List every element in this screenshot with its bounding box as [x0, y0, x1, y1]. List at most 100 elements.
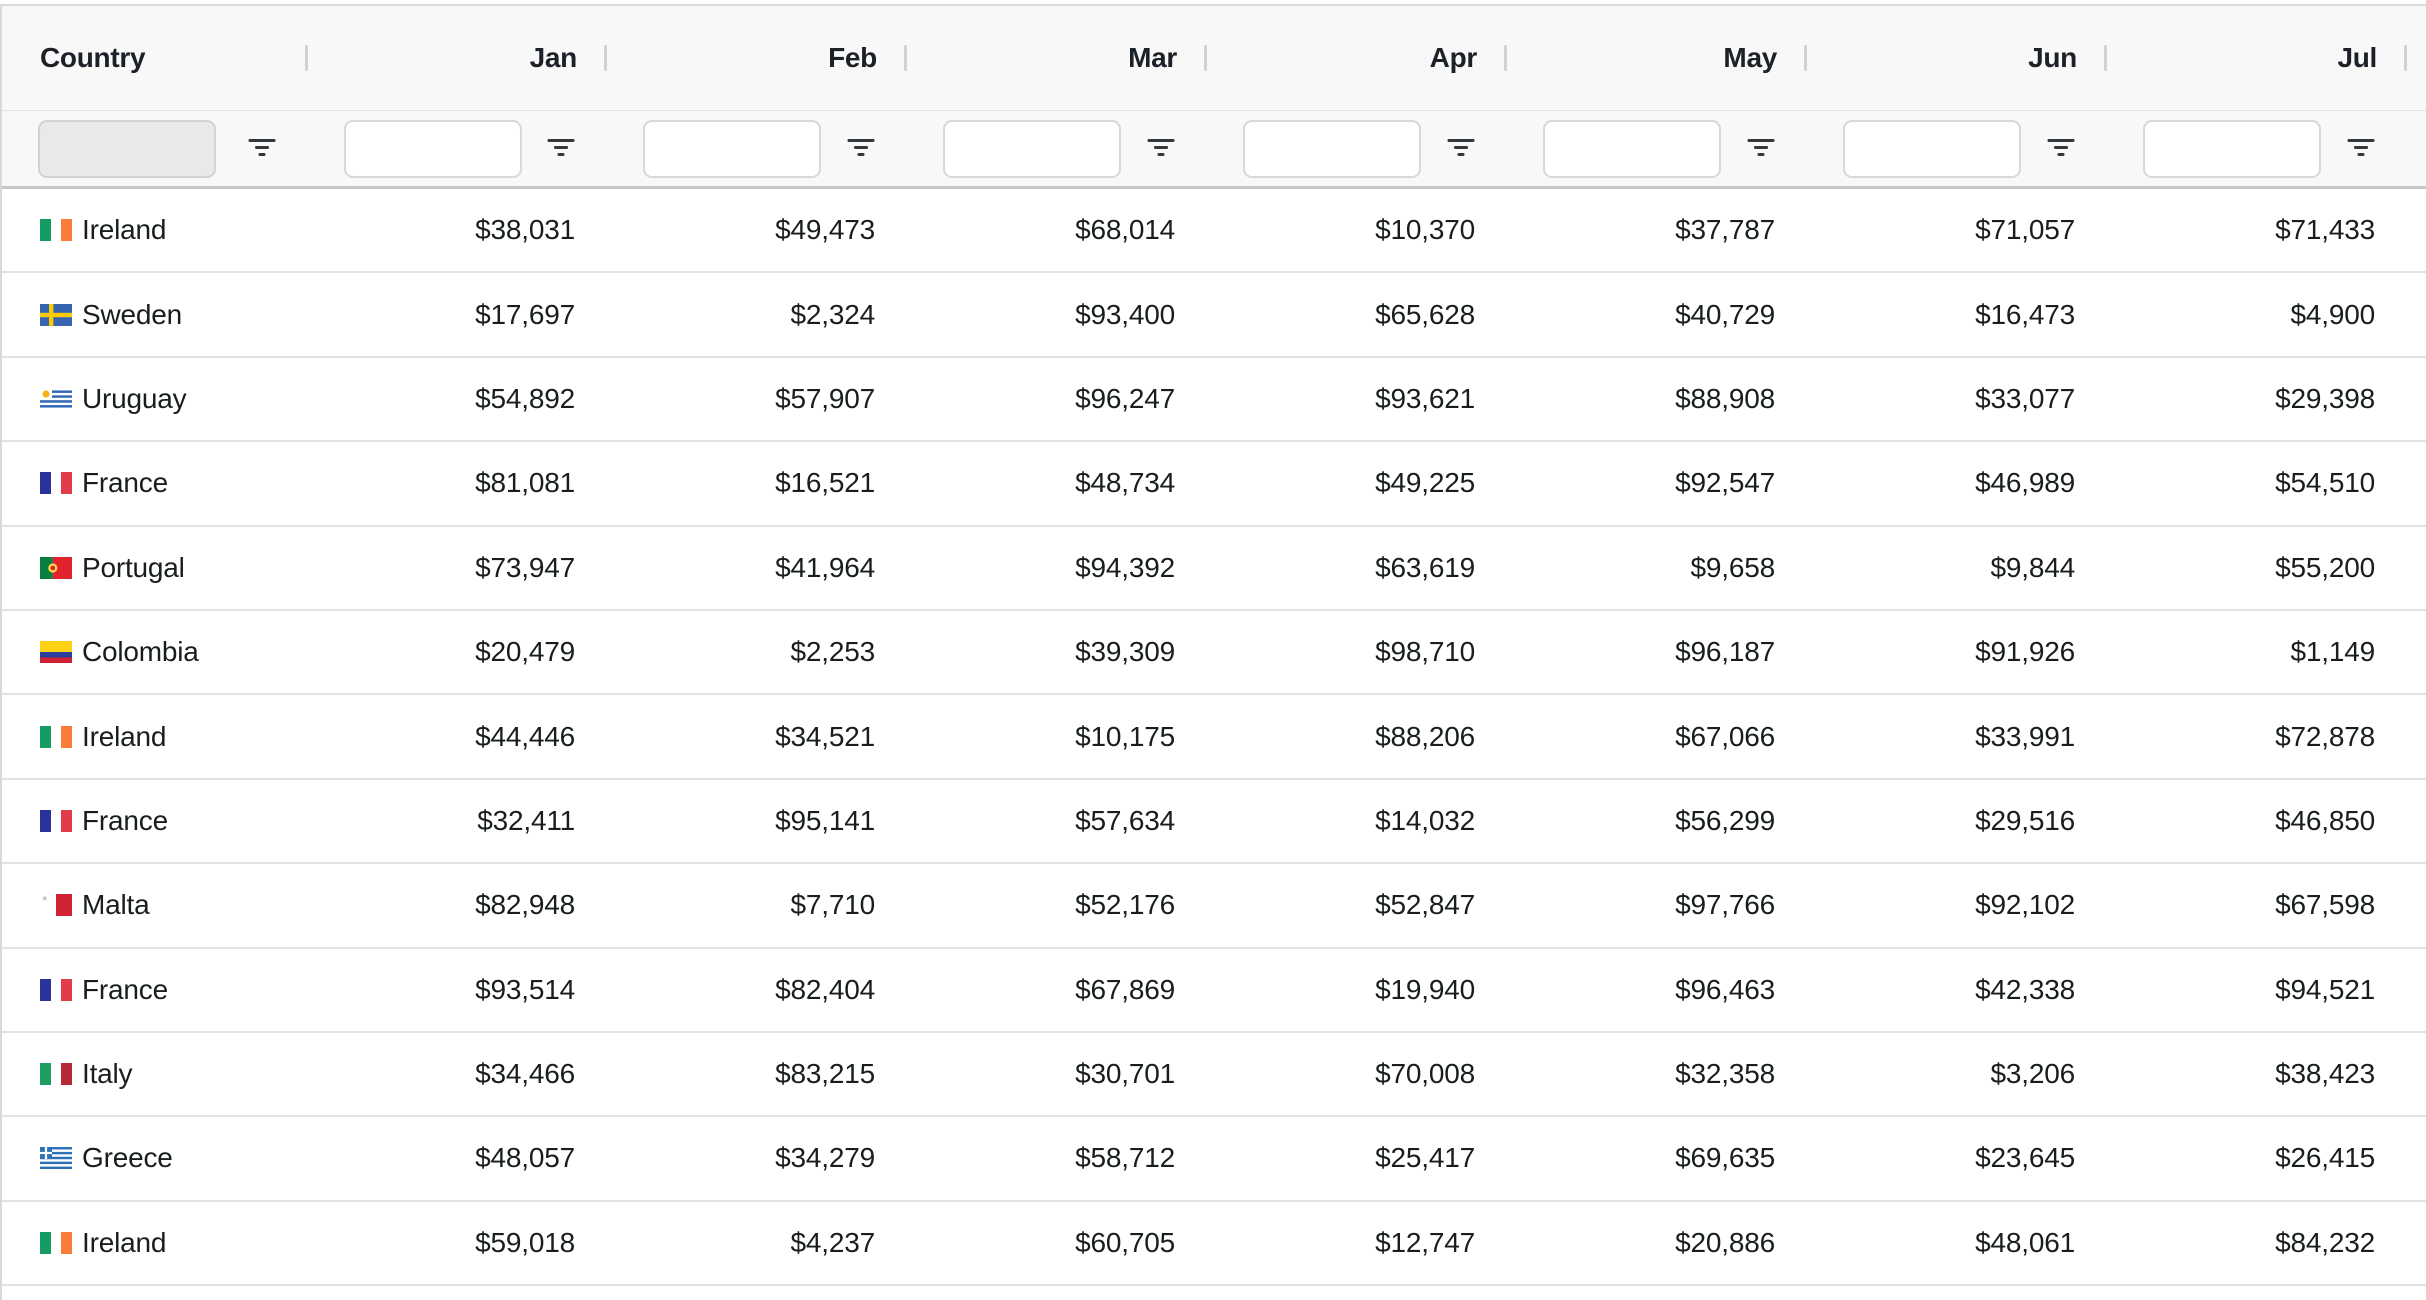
value-cell-jun[interactable]: $33,077	[1807, 358, 2107, 440]
column-resize-handle[interactable]	[1204, 45, 1207, 71]
value-cell-may[interactable]: $40,729	[1507, 273, 1807, 355]
value-cell-may[interactable]: $20,886	[1507, 1202, 1807, 1284]
value-cell-feb[interactable]: $34,279	[607, 1117, 907, 1199]
country-cell[interactable]: Malta	[2, 864, 308, 946]
value-cell-apr[interactable]: $63,619	[1207, 527, 1507, 609]
filter-input-mar[interactable]	[943, 119, 1121, 178]
value-cell-jan[interactable]: $73,947	[308, 527, 607, 609]
value-cell-jan[interactable]: $93,514	[308, 949, 607, 1031]
filter-input-jan[interactable]	[344, 119, 522, 178]
value-cell-jun[interactable]: $33,991	[1807, 695, 2107, 777]
value-cell-apr[interactable]: $88,206	[1207, 695, 1507, 777]
value-cell-feb[interactable]: $2,253	[607, 611, 907, 693]
value-cell-may[interactable]: $9,658	[1507, 527, 1807, 609]
value-cell-mar[interactable]: $10,175	[907, 695, 1207, 777]
value-cell-jul[interactable]: $71,433	[2107, 189, 2407, 271]
value-cell-jan[interactable]: $59,018	[308, 1202, 607, 1284]
value-cell-jun[interactable]: $29,516	[1807, 780, 2107, 862]
value-cell-apr[interactable]: $93,621	[1207, 358, 1507, 440]
value-cell-may[interactable]: $97,766	[1507, 864, 1807, 946]
value-cell-mar[interactable]: $57,634	[907, 780, 1207, 862]
value-cell-mar[interactable]: $93,400	[907, 273, 1207, 355]
filter-input-feb[interactable]	[643, 119, 821, 178]
value-cell-mar[interactable]: $60,705	[907, 1202, 1207, 1284]
header-cell-jul[interactable]: Jul	[2107, 6, 2407, 110]
value-cell-feb[interactable]: $49,473	[607, 189, 907, 271]
column-resize-handle[interactable]	[1804, 45, 1807, 71]
value-cell-mar[interactable]: $52,176	[907, 864, 1207, 946]
filter-menu-button-country[interactable]	[244, 134, 280, 164]
value-cell-jul[interactable]: $29,398	[2107, 358, 2407, 440]
value-cell-jul[interactable]: $4,900	[2107, 273, 2407, 355]
value-cell-apr[interactable]: $52,847	[1207, 864, 1507, 946]
value-cell-jul[interactable]: $1,149	[2107, 611, 2407, 693]
value-cell-jun[interactable]: $92,102	[1807, 864, 2107, 946]
value-cell-jan[interactable]: $20,479	[308, 611, 607, 693]
filter-menu-button-jun[interactable]	[2043, 134, 2079, 164]
value-cell-jan[interactable]: $44,446	[308, 695, 607, 777]
value-cell-feb[interactable]: $16,521	[607, 442, 907, 524]
filter-input-jun[interactable]	[1843, 119, 2021, 178]
filter-menu-button-mar[interactable]	[1143, 134, 1179, 164]
value-cell-mar[interactable]: $30,701	[907, 1033, 1207, 1115]
header-cell-apr[interactable]: Apr	[1207, 6, 1507, 110]
value-cell-apr[interactable]: $70,008	[1207, 1033, 1507, 1115]
filter-input-jul[interactable]	[2143, 119, 2321, 178]
country-cell[interactable]: Greece	[2, 1117, 308, 1199]
value-cell-jun[interactable]: $16,473	[1807, 273, 2107, 355]
value-cell-may[interactable]: $88,908	[1507, 358, 1807, 440]
column-resize-handle[interactable]	[305, 45, 308, 71]
value-cell-mar[interactable]: $94,392	[907, 527, 1207, 609]
country-cell[interactable]: Uruguay	[2, 358, 308, 440]
header-cell-country[interactable]: Country	[2, 6, 308, 110]
filter-menu-button-apr[interactable]	[1443, 134, 1479, 164]
value-cell-jun[interactable]: $9,844	[1807, 527, 2107, 609]
value-cell-feb[interactable]: $7,710	[607, 864, 907, 946]
country-cell[interactable]: Ireland	[2, 189, 308, 271]
country-cell[interactable]: France	[2, 780, 308, 862]
value-cell-jan[interactable]: $48,057	[308, 1117, 607, 1199]
country-cell[interactable]: France	[2, 442, 308, 524]
value-cell-feb[interactable]: $34,521	[607, 695, 907, 777]
value-cell-feb[interactable]: $2,324	[607, 273, 907, 355]
column-resize-handle[interactable]	[2404, 45, 2407, 71]
country-cell[interactable]: France	[2, 949, 308, 1031]
column-resize-handle[interactable]	[904, 45, 907, 71]
value-cell-feb[interactable]: $41,964	[607, 527, 907, 609]
country-cell[interactable]: Ireland	[2, 1202, 308, 1284]
value-cell-mar[interactable]: $68,014	[907, 189, 1207, 271]
value-cell-apr[interactable]: $98,710	[1207, 611, 1507, 693]
value-cell-apr[interactable]: $19,940	[1207, 949, 1507, 1031]
value-cell-jul[interactable]: $94,521	[2107, 949, 2407, 1031]
filter-menu-button-jul[interactable]	[2343, 134, 2379, 164]
value-cell-may[interactable]: $37,787	[1507, 189, 1807, 271]
value-cell-jan[interactable]: $81,081	[308, 442, 607, 524]
column-resize-handle[interactable]	[2104, 45, 2107, 71]
value-cell-may[interactable]: $96,463	[1507, 949, 1807, 1031]
value-cell-mar[interactable]: $39,309	[907, 611, 1207, 693]
value-cell-jan[interactable]: $38,031	[308, 189, 607, 271]
value-cell-jan[interactable]: $17,697	[308, 273, 607, 355]
value-cell-jul[interactable]: $46,850	[2107, 780, 2407, 862]
header-cell-jan[interactable]: Jan	[308, 6, 607, 110]
filter-input-apr[interactable]	[1243, 119, 1421, 178]
value-cell-feb[interactable]: $82,404	[607, 949, 907, 1031]
country-cell[interactable]: Colombia	[2, 611, 308, 693]
value-cell-may[interactable]: $32,358	[1507, 1033, 1807, 1115]
value-cell-jul[interactable]: $55,200	[2107, 527, 2407, 609]
value-cell-jun[interactable]: $71,057	[1807, 189, 2107, 271]
value-cell-may[interactable]: $67,066	[1507, 695, 1807, 777]
value-cell-mar[interactable]: $96,247	[907, 358, 1207, 440]
value-cell-jul[interactable]: $72,878	[2107, 695, 2407, 777]
value-cell-jul[interactable]: $54,510	[2107, 442, 2407, 524]
column-resize-handle[interactable]	[604, 45, 607, 71]
value-cell-feb[interactable]: $4,237	[607, 1202, 907, 1284]
value-cell-apr[interactable]: $14,032	[1207, 780, 1507, 862]
country-cell[interactable]: Portugal	[2, 527, 308, 609]
value-cell-apr[interactable]: $10,370	[1207, 189, 1507, 271]
value-cell-may[interactable]: $96,187	[1507, 611, 1807, 693]
value-cell-apr[interactable]: $49,225	[1207, 442, 1507, 524]
value-cell-may[interactable]: $69,635	[1507, 1117, 1807, 1199]
header-cell-feb[interactable]: Feb	[607, 6, 907, 110]
value-cell-jul[interactable]: $67,598	[2107, 864, 2407, 946]
